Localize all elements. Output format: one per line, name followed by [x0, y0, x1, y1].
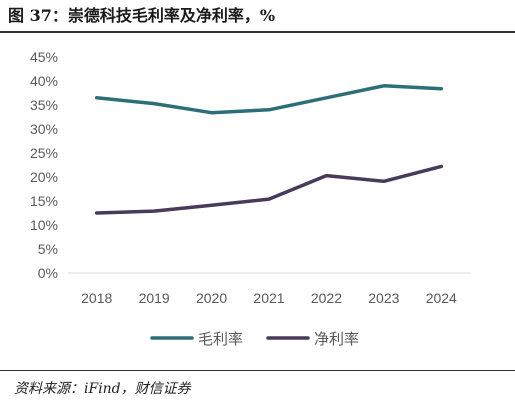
x-tick-label: 2024 [426, 290, 457, 306]
y-tick-label: 0% [38, 265, 58, 281]
y-tick-label: 15% [30, 193, 58, 209]
top-rule [0, 31, 515, 33]
legend: 毛利率 净利率 [150, 330, 359, 348]
y-tick-label: 45% [30, 49, 58, 65]
y-tick-label: 35% [30, 97, 58, 113]
legend-gross-margin: 毛利率 [150, 330, 243, 348]
y-tick-label: 30% [30, 121, 58, 137]
x-tick-label: 2022 [311, 290, 342, 306]
series-lines [94, 84, 444, 215]
y-tick-label: 40% [30, 73, 58, 89]
x-tick-label: 2018 [81, 290, 112, 306]
x-tick-label: 2019 [139, 290, 170, 306]
y-tick-label: 20% [30, 169, 58, 185]
line-chart: 0% 5% 10% 15% 20% 25% 30% 35% 40% 45% 2018 2019 202… [30, 49, 470, 348]
series-line-net-margin [94, 164, 444, 215]
legend-label: 净利率 [314, 330, 359, 348]
y-tick-label: 5% [38, 241, 58, 257]
x-tick-label: 2023 [368, 290, 399, 306]
y-tick-label: 25% [30, 145, 58, 161]
x-tick-label: 2021 [253, 290, 284, 306]
legend-label: 毛利率 [198, 330, 243, 348]
figure-title: 图 37：崇德科技毛利率及净利率，% [8, 6, 276, 25]
source-note: 资料来源：iFind，财信证券 [14, 381, 191, 397]
y-tick-label: 10% [30, 217, 58, 233]
y-axis-ticks: 0% 5% 10% 15% 20% 25% 30% 35% 40% 45% [30, 49, 58, 281]
x-tick-label: 2020 [196, 290, 227, 306]
legend-net-margin: 净利率 [266, 330, 359, 348]
x-axis-ticks: 2018 2019 2020 2021 2022 2023 2024 [81, 290, 457, 306]
bottom-rule [0, 370, 515, 371]
series-line-gross-margin [94, 84, 444, 115]
